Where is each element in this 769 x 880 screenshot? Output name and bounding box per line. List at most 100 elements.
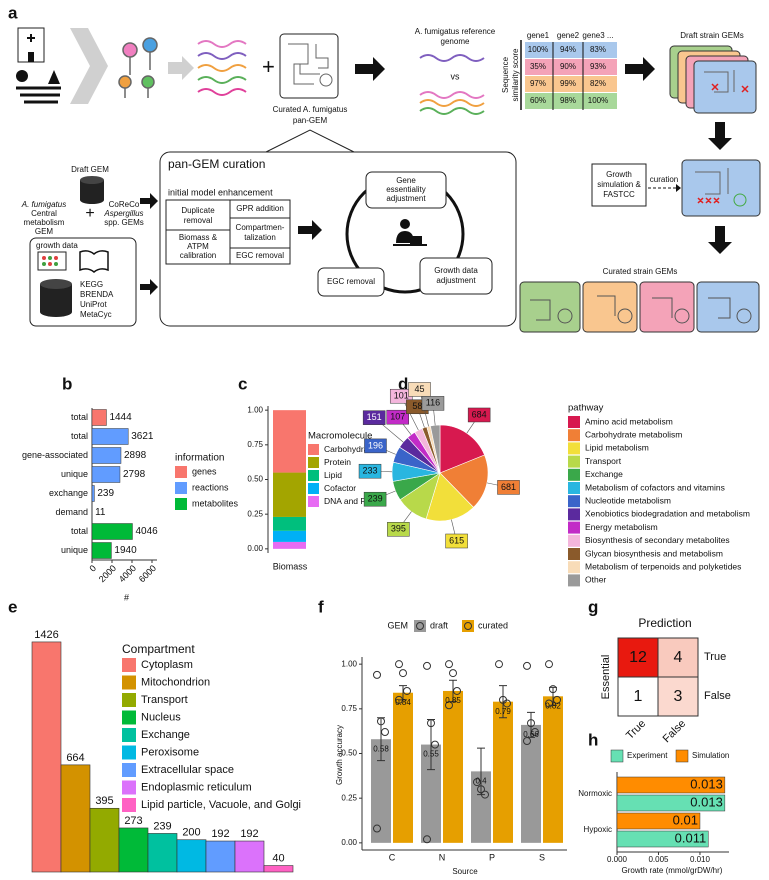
data-label: 11: [95, 507, 106, 518]
label-box: [408, 382, 431, 397]
caption: Curated strain GEMs: [603, 267, 678, 276]
y-tick-label: 0.00: [341, 838, 357, 847]
bar: [31, 641, 62, 873]
legend-swatch: [568, 442, 580, 455]
data-point: [453, 686, 461, 695]
legend-label: Carbohydrate metabolism: [585, 429, 682, 439]
legend-swatch: [122, 728, 136, 742]
cell: 93%: [590, 62, 606, 71]
data-label: 395: [95, 795, 113, 807]
cell-value: 1: [634, 688, 643, 705]
caption: pan-GEM: [293, 116, 328, 125]
legend-swatch: [175, 466, 187, 478]
x-tick-label: 0: [87, 563, 98, 574]
bar: [91, 485, 95, 502]
data-label: 681: [501, 482, 516, 492]
hospital-icon: [16, 27, 61, 104]
row-bg: [525, 93, 617, 109]
cell: 35%: [530, 62, 546, 71]
reference-text: genome: [441, 37, 470, 46]
arrow: [355, 57, 385, 81]
cell: 83%: [590, 45, 606, 54]
database-name: UniProt: [80, 300, 107, 309]
data-label: 107: [390, 412, 405, 422]
step: adjustment: [386, 194, 426, 203]
bar: [371, 739, 391, 843]
data-point: [445, 701, 453, 710]
person-icon: [393, 219, 427, 246]
y-tick-label: 0.75: [247, 440, 263, 449]
y-tick-label: exchange: [49, 488, 88, 498]
data-point: [549, 685, 557, 694]
label-box: [421, 396, 445, 411]
row-label: True: [704, 651, 726, 663]
data-point: [449, 669, 457, 678]
database-name: BRENDA: [80, 290, 114, 299]
data-point: [495, 660, 503, 669]
icons: [37, 250, 109, 317]
legend-title: information: [175, 453, 224, 464]
legend-label: Other: [585, 575, 606, 585]
y-tick-label: 0.50: [341, 749, 357, 758]
data-label: 151: [367, 412, 382, 422]
legend-label: Lipid metabolism: [585, 443, 649, 453]
panel-label: d: [398, 374, 408, 393]
legend-label: Exchange: [585, 469, 623, 479]
caption: Draft strain GEMs: [680, 31, 744, 40]
caption: Curated A. fumigatus: [273, 105, 348, 114]
label-box: [386, 409, 409, 425]
data-label: 58: [412, 401, 422, 411]
data-label: 116: [426, 398, 440, 408]
box-text: Growth: [606, 170, 632, 179]
genome-lines: [197, 40, 247, 96]
x-tick-label: 4000: [117, 563, 138, 584]
box: [591, 163, 647, 207]
legend-label: Lipid particle, Vacuole, and Golgi: [141, 799, 301, 811]
divider: [552, 42, 584, 110]
row-bg: [525, 59, 617, 75]
data-label: 1940: [114, 545, 137, 556]
data-label: 664: [66, 752, 84, 764]
legend-label: Simulation: [692, 751, 729, 760]
box-subtitle: initial model enhancement: [168, 187, 273, 197]
legend-label: Protein: [324, 457, 351, 467]
data-label: 0.013: [690, 794, 723, 809]
data-point: [395, 695, 403, 704]
legend-label: DNA and RNA: [324, 496, 379, 506]
y-tick-label: total: [71, 431, 88, 441]
data-label: 40: [272, 852, 284, 864]
legend-label: metabolites: [192, 498, 239, 508]
data-label: 0.82: [545, 701, 561, 710]
legend-swatch: [175, 498, 187, 510]
data-label: 101: [394, 391, 409, 401]
arrow: [625, 57, 655, 81]
step: GPR addition: [236, 204, 284, 213]
y-tick-label: Normoxic: [578, 789, 612, 798]
legend-swatch: [568, 495, 580, 508]
cell: 98%: [560, 96, 576, 105]
row-bg: [525, 76, 617, 92]
curated-strains: [519, 281, 760, 333]
cell: 97%: [530, 79, 546, 88]
caption: Aspergillus: [103, 209, 143, 218]
legend-title: pathway: [568, 403, 604, 414]
row-bg: [525, 42, 617, 58]
legend-swatch: [122, 710, 136, 725]
legend-swatch: [122, 658, 136, 672]
cell: [657, 637, 699, 678]
arrow: [708, 226, 732, 254]
legend-swatch: [122, 798, 136, 812]
step: Duplicate: [181, 206, 215, 215]
y-tick-label: 0.00: [247, 544, 263, 553]
data-label: 3621: [131, 431, 154, 442]
data-point: [403, 686, 411, 695]
data-point: [381, 728, 389, 737]
legend-label: curated: [478, 620, 508, 630]
x-tick-label: S: [539, 852, 545, 862]
cell-value: 3: [674, 688, 683, 705]
bar-segment: [273, 530, 306, 542]
data-label: 4046: [135, 526, 158, 537]
data-label: 273: [124, 815, 142, 827]
data-point: [527, 719, 535, 728]
label-box: [387, 522, 410, 537]
